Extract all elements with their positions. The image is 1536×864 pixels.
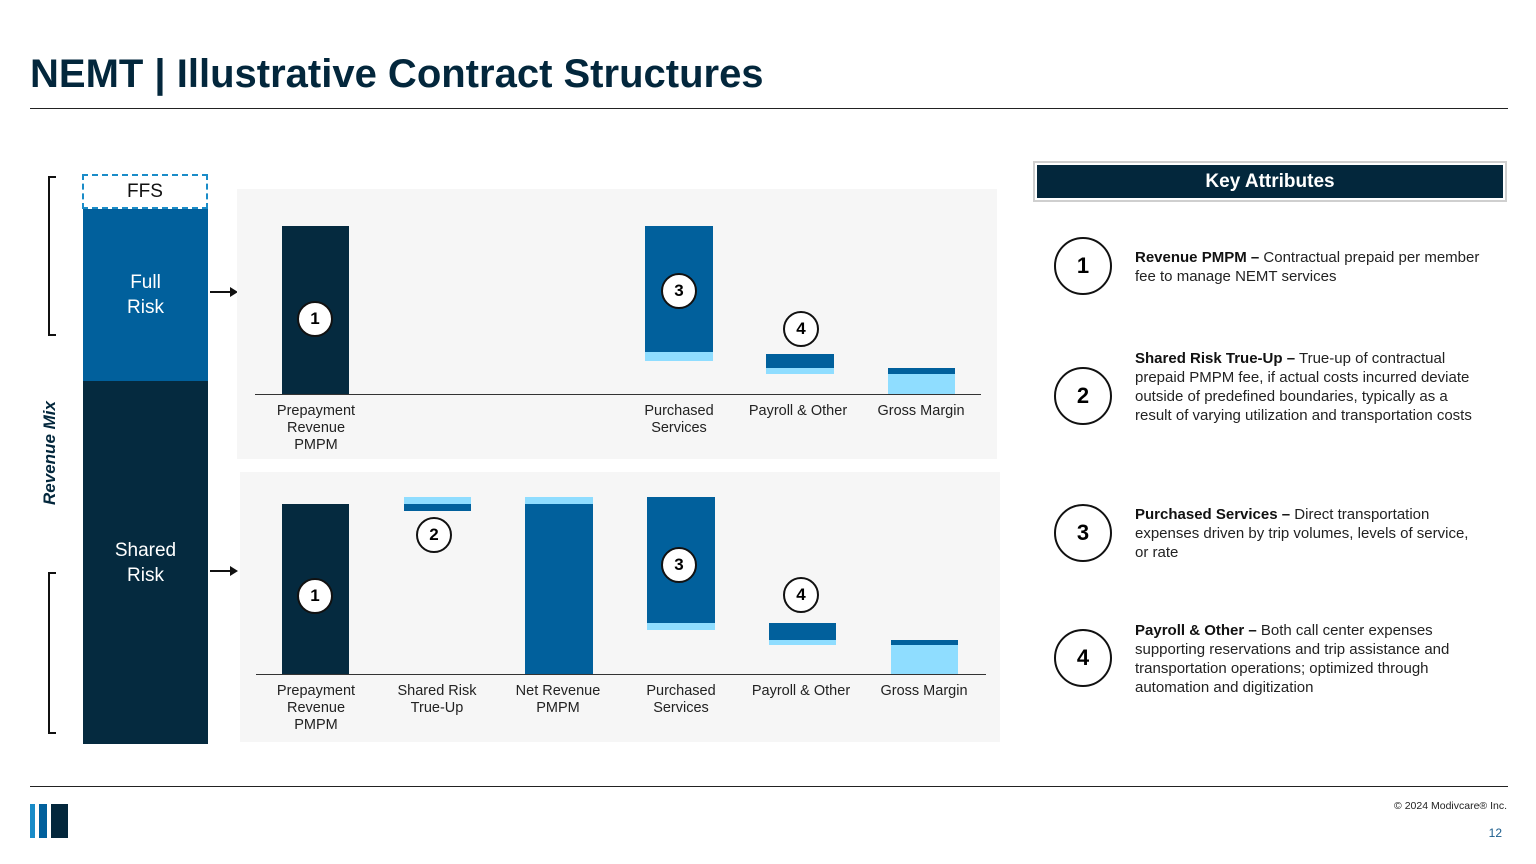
title-divider bbox=[30, 108, 1508, 109]
full-label-purchased: Purchased Services bbox=[644, 403, 714, 436]
shared-label-prepayment: Prepayment Revenue PMPM bbox=[276, 683, 356, 733]
shared-margin-bar bbox=[891, 640, 958, 645]
arrow-full-risk bbox=[210, 287, 238, 297]
attr-3-number: 3 bbox=[1054, 504, 1112, 562]
shared-net-bar-light bbox=[525, 497, 593, 504]
shared-label-payroll: Payroll & Other bbox=[751, 683, 851, 699]
attr-3-desc: Direct transportation expenses driven by… bbox=[1135, 506, 1469, 561]
shared-payroll-bar-light bbox=[769, 640, 836, 645]
full-margin-bar-light bbox=[888, 374, 955, 394]
attr-1-term: Revenue PMPM – bbox=[1135, 249, 1260, 266]
shared-risk-label: Shared Risk bbox=[114, 539, 177, 586]
full-risk-label: Full Risk bbox=[127, 272, 164, 318]
arrow-shared-risk bbox=[210, 566, 238, 576]
attr-4-desc: Both call center expenses supporting res… bbox=[1135, 622, 1450, 696]
full-risk-baseline bbox=[255, 394, 981, 395]
shared-purchased-bar-light bbox=[647, 623, 715, 630]
attr-2-term: Shared Risk True-Up – bbox=[1135, 350, 1296, 367]
shared-risk-segment: Shared Risk bbox=[83, 381, 208, 744]
full-marker-payroll: 4 bbox=[783, 311, 819, 347]
page-title: NEMT | Illustrative Contract Structures bbox=[30, 52, 764, 96]
shared-marker-trueup: 2 bbox=[416, 517, 452, 553]
bracket-top bbox=[48, 176, 56, 336]
full-marker-purchased: 3 bbox=[661, 273, 697, 309]
shared-label-margin: Gross Margin bbox=[880, 683, 968, 699]
key-attributes-header-frame: Key Attributes bbox=[1033, 161, 1507, 202]
shared-trueup-bar bbox=[404, 504, 471, 511]
full-margin-bar bbox=[888, 368, 955, 374]
full-payroll-bar bbox=[766, 354, 834, 368]
shared-risk-chart-panel bbox=[240, 472, 1000, 742]
attr-4-term: Payroll & Other – bbox=[1135, 622, 1257, 639]
copyright-text: © 2024 Modivcare® Inc. bbox=[1394, 800, 1507, 812]
full-payroll-bar-light bbox=[766, 368, 834, 374]
shared-label-trueup: Shared Risk True-Up bbox=[397, 683, 477, 716]
full-marker-prepayment: 1 bbox=[297, 301, 333, 337]
attr-1-desc: Contractual prepaid per member fee to ma… bbox=[1135, 249, 1480, 285]
shared-net-bar bbox=[525, 504, 593, 674]
footer-divider bbox=[30, 786, 1508, 787]
attr-1-text: Revenue PMPM – Contractual prepaid per m… bbox=[1135, 248, 1480, 286]
attr-4-number: 4 bbox=[1054, 629, 1112, 687]
revenue-mix-axis-label: Revenue Mix bbox=[40, 401, 59, 505]
key-attributes-header: Key Attributes bbox=[1037, 165, 1503, 198]
shared-trueup-bar-light bbox=[404, 497, 471, 504]
full-label-prepayment: Prepayment Revenue PMPM bbox=[276, 403, 356, 453]
shared-label-purchased: Purchased Services bbox=[646, 683, 716, 716]
bracket-bottom bbox=[48, 572, 56, 734]
page-number: 12 bbox=[1488, 826, 1502, 840]
attr-4-text: Payroll & Other – Both call center expen… bbox=[1135, 621, 1480, 697]
shared-risk-baseline bbox=[256, 674, 986, 675]
shared-marker-prepayment: 1 bbox=[297, 578, 333, 614]
company-logo bbox=[30, 804, 68, 838]
attr-3-term: Purchased Services – bbox=[1135, 506, 1291, 523]
ffs-segment: FFS bbox=[82, 174, 208, 209]
full-risk-segment: Full Risk bbox=[83, 209, 208, 381]
shared-marker-purchased: 3 bbox=[661, 547, 697, 583]
full-purchased-bar-light bbox=[645, 352, 713, 361]
shared-payroll-bar bbox=[769, 623, 836, 640]
attr-1-number: 1 bbox=[1054, 237, 1112, 295]
attr-2-desc: True-up of contractual prepaid PMPM fee,… bbox=[1135, 350, 1472, 424]
full-label-payroll: Payroll & Other bbox=[748, 403, 848, 419]
attr-2-text: Shared Risk True-Up – True-up of contrac… bbox=[1135, 349, 1480, 425]
shared-label-net: Net Revenue PMPM bbox=[515, 683, 601, 716]
full-label-margin: Gross Margin bbox=[877, 403, 965, 419]
attr-2-number: 2 bbox=[1054, 367, 1112, 425]
shared-marker-payroll: 4 bbox=[783, 577, 819, 613]
attr-3-text: Purchased Services – Direct transportati… bbox=[1135, 505, 1480, 562]
shared-margin-bar-light bbox=[891, 645, 958, 674]
full-risk-chart-panel bbox=[237, 189, 997, 459]
